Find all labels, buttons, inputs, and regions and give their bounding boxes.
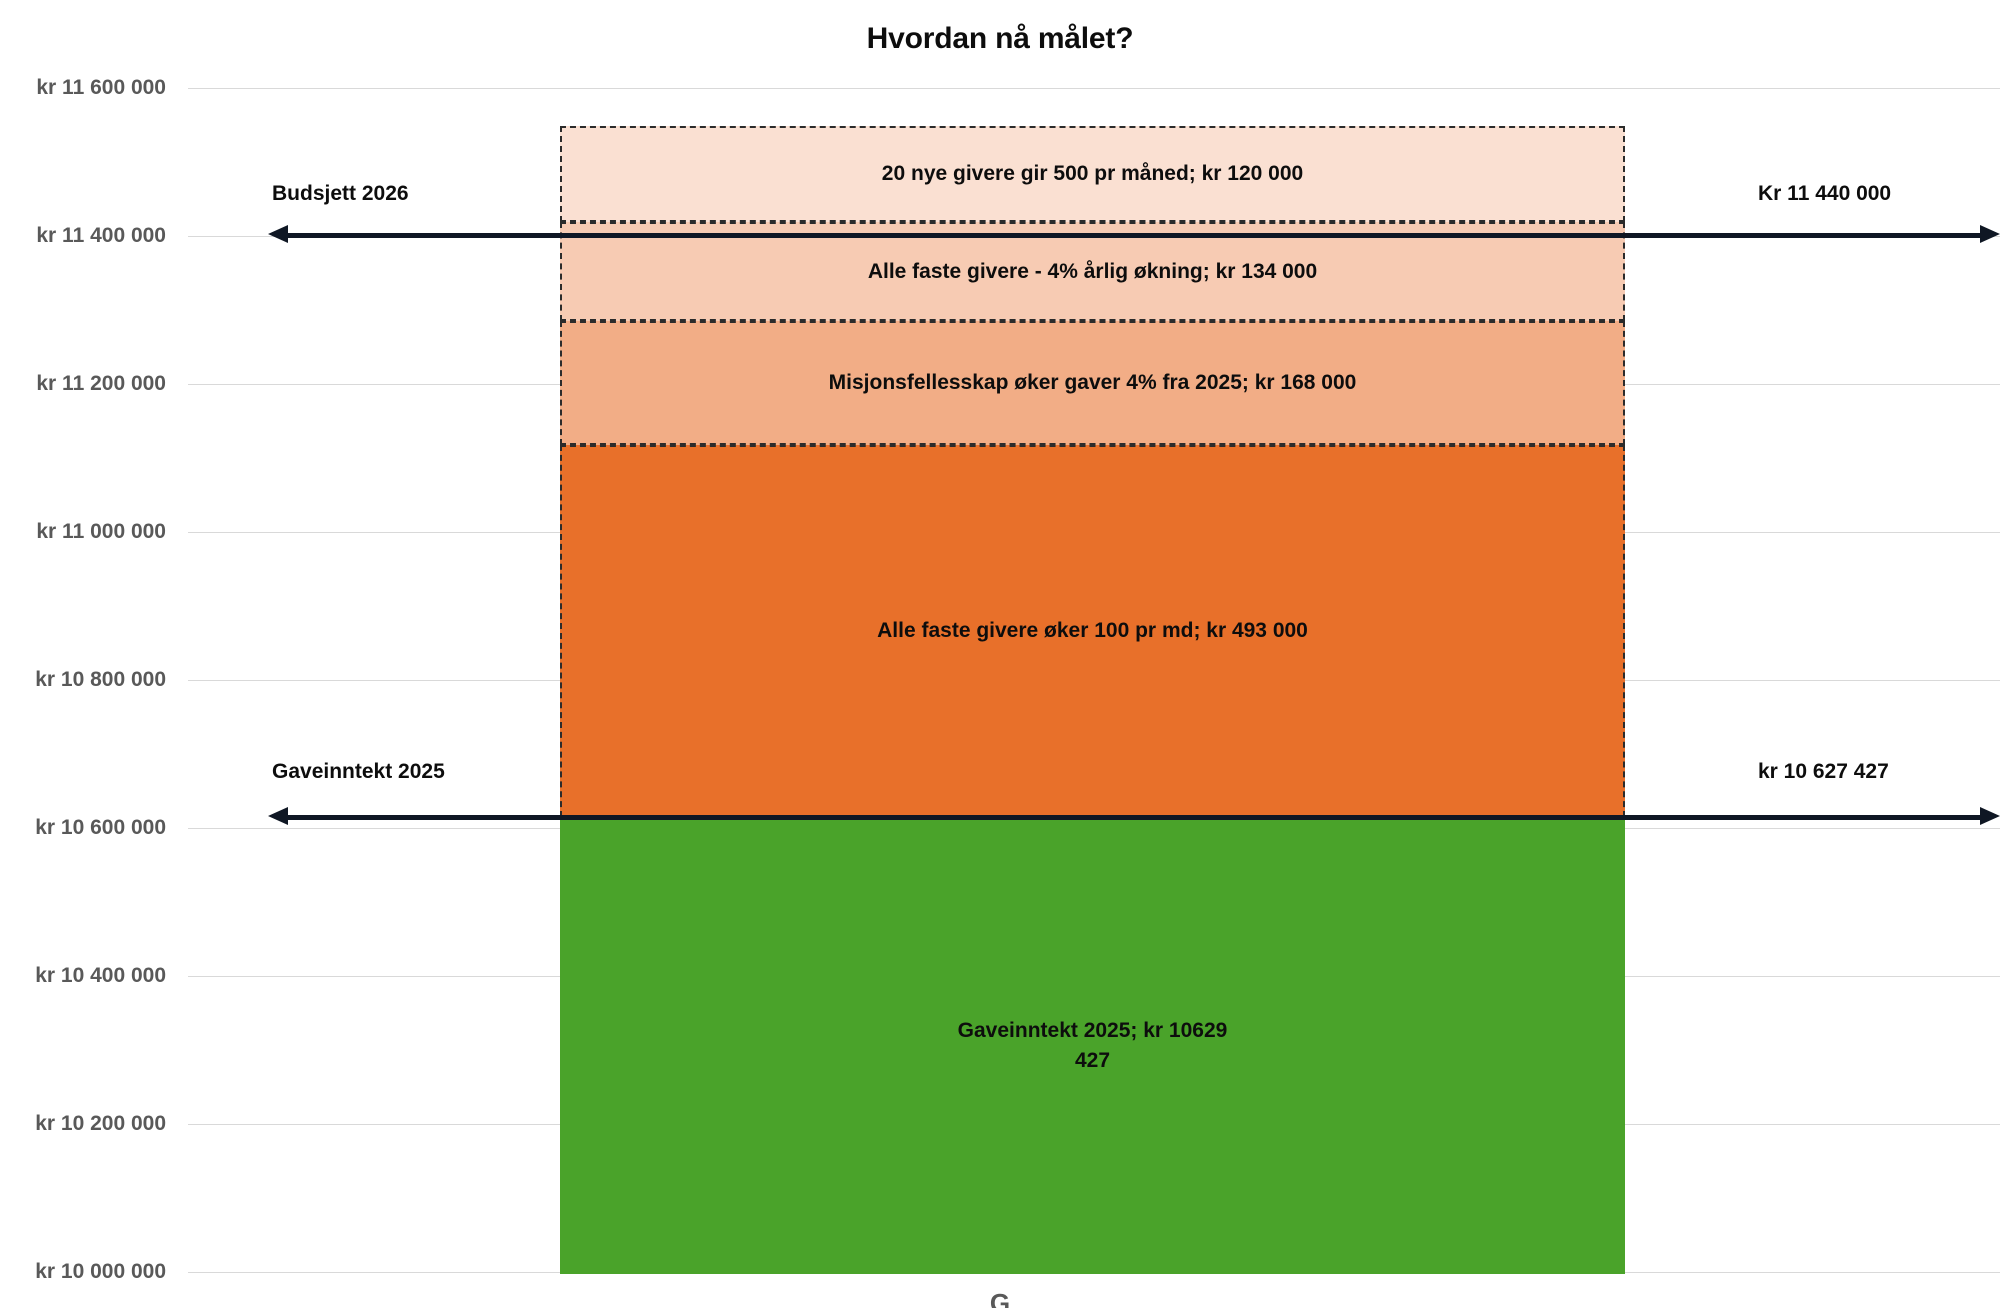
y-axis-tick-label: kr 10 600 000 bbox=[35, 816, 166, 839]
gaveinntekt-2025-right-label: kr 10 627 427 bbox=[1758, 760, 1889, 783]
bar-segment-faste-givere-4-prosent[interactable]: Alle faste givere - 4% årlig økning; kr … bbox=[560, 222, 1625, 321]
y-axis-tick-label: kr 10 000 000 bbox=[35, 1260, 166, 1283]
gridline bbox=[188, 88, 2000, 89]
arrow-shaft bbox=[284, 815, 1984, 820]
arrow-head-left-icon bbox=[268, 807, 288, 825]
arrow-shaft bbox=[284, 233, 1984, 238]
bar-segment-label: Misjonsfellesskap øker gaver 4% fra 2025… bbox=[828, 371, 1357, 395]
gaveinntekt-2025-left-label: Gaveinntekt 2025 bbox=[272, 760, 445, 783]
y-axis-tick-label: kr 11 600 000 bbox=[36, 76, 166, 99]
bar-segment-label: Gaveinntekt 2025; kr 10629 427 bbox=[957, 1018, 1228, 1072]
budsjett-2026-right-label: Kr 11 440 000 bbox=[1758, 182, 1892, 205]
bar-segment-label: 20 nye givere gir 500 pr måned; kr 120 0… bbox=[881, 162, 1304, 186]
bar-segment-faste-givere-100-pr-md[interactable]: Alle faste givere øker 100 pr md; kr 493… bbox=[560, 445, 1625, 817]
y-axis-tick-label: kr 11 200 000 bbox=[36, 372, 166, 395]
bar-segment-misjonsfellesskap[interactable]: Misjonsfellesskap øker gaver 4% fra 2025… bbox=[560, 321, 1625, 445]
budsjett-2026-reference-arrow bbox=[268, 225, 2000, 243]
y-axis-tick-label: kr 11 400 000 bbox=[36, 224, 166, 247]
bar-segment-gaveinntekt-2025[interactable]: Gaveinntekt 2025; kr 10629 427 bbox=[560, 817, 1625, 1274]
y-axis-tick-label: kr 10 200 000 bbox=[35, 1112, 166, 1135]
chart-title: Hvordan nå målet? bbox=[866, 22, 1134, 55]
arrow-head-right-icon bbox=[1980, 225, 2000, 243]
gaveinntekt-2025-reference-arrow bbox=[268, 807, 2000, 825]
y-axis-tick-label: kr 10 400 000 bbox=[35, 964, 166, 987]
bar-segment-label: Alle faste givere - 4% årlig økning; kr … bbox=[867, 259, 1318, 283]
y-axis-tick-label: kr 11 000 000 bbox=[36, 520, 166, 543]
y-axis-tick-label: kr 10 800 000 bbox=[35, 668, 166, 691]
bar-segment-label: Alle faste givere øker 100 pr md; kr 493… bbox=[877, 619, 1308, 643]
arrow-head-right-icon bbox=[1980, 807, 2000, 825]
bar-segment-20-nye-givere[interactable]: 20 nye givere gir 500 pr måned; kr 120 0… bbox=[560, 126, 1625, 222]
arrow-head-left-icon bbox=[268, 225, 288, 243]
budsjett-2026-left-label: Budsjett 2026 bbox=[272, 182, 409, 205]
x-axis-partial-label: G bbox=[989, 1288, 1011, 1308]
